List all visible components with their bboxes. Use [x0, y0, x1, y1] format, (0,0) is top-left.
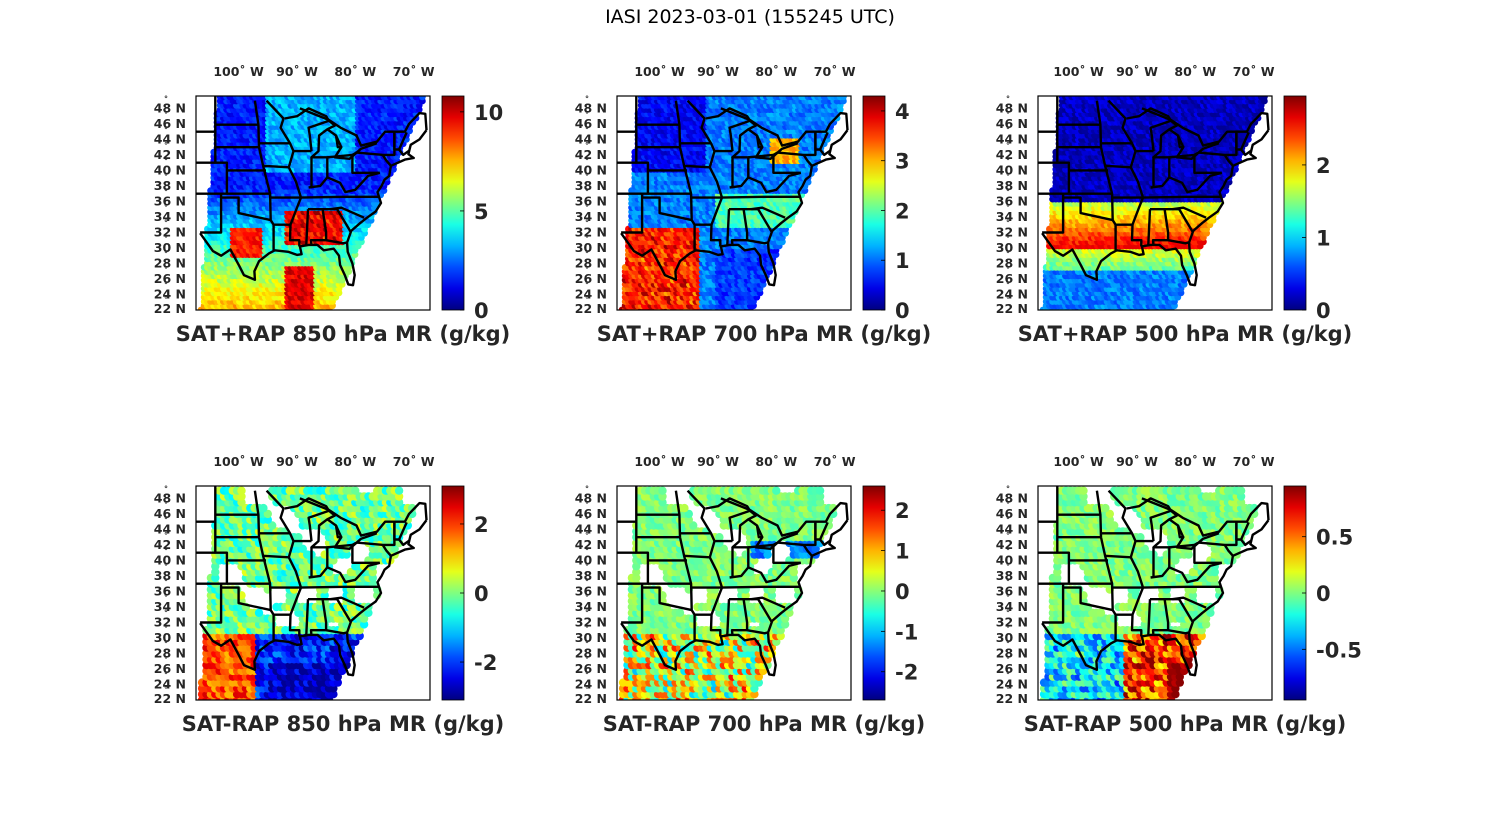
map-frame — [195, 95, 431, 311]
colorbar-tick-label: 10 — [474, 101, 503, 125]
panel-title: SAT+RAP 850 hPa MR (g/kg) — [176, 322, 510, 346]
degree-symbol: ° — [164, 156, 168, 165]
border-line — [305, 209, 310, 245]
degree-symbol: ° — [164, 187, 168, 196]
degree-symbol: ° — [164, 172, 168, 181]
border-line — [270, 195, 380, 199]
border-line — [325, 239, 347, 245]
data-point — [419, 96, 426, 101]
panel-top-left: 100˚ W 90˚ W 80˚ W 70˚ W48 N°46 N°44 N°42 N… — [154, 64, 510, 346]
colorbar-tick-label: 5 — [474, 200, 489, 224]
lat-tick-label: 48 N — [154, 100, 186, 115]
degree-symbol: ° — [164, 281, 168, 290]
degree-symbol: ° — [164, 141, 168, 150]
degree-symbol: ° — [164, 203, 168, 212]
border-line — [299, 107, 428, 147]
panel-top-middle: 100˚ W 90˚ W 80˚ W 70˚ W48 N°46 N°44 N°42 N… — [575, 64, 931, 346]
lat-tick-label: 46 N — [154, 116, 186, 131]
degree-symbol: ° — [164, 265, 168, 274]
state-borders — [196, 96, 428, 287]
figure-title: IASI 2023-03-01 (155245 UTC) — [605, 6, 895, 28]
degree-symbol: ° — [164, 110, 168, 119]
data-field — [618, 96, 847, 310]
lat-tick-label: 26 N — [154, 271, 186, 286]
border-line — [393, 131, 408, 151]
lat-tick-label: 44 N — [154, 131, 186, 146]
lon-tick-label: 100˚ W — [213, 64, 264, 79]
lat-tick-label: 22 N — [154, 301, 186, 316]
degree-symbol: ° — [164, 250, 168, 259]
degree-symbol: ° — [164, 295, 168, 304]
lon-tick-label: 80˚ W — [334, 64, 376, 79]
border-line — [310, 119, 337, 159]
degree-symbol: ° — [164, 234, 168, 243]
data-field — [197, 96, 426, 310]
border-line — [263, 164, 289, 169]
border-line — [221, 196, 271, 222]
lon-tick-label: 70˚ W — [393, 64, 435, 79]
border-line — [308, 171, 381, 194]
border-line — [334, 135, 343, 148]
border-line — [330, 206, 365, 219]
border-line — [253, 100, 275, 251]
lat-tick-label: 30 N — [154, 240, 186, 255]
colorbar-tick-label: 0 — [474, 299, 489, 323]
lat-tick-label: 42 N — [154, 147, 186, 162]
border-line — [200, 96, 229, 234]
colorbar — [441, 95, 465, 311]
degree-symbol: ° — [164, 219, 168, 228]
lon-tick-label: 90˚ W — [276, 64, 318, 79]
degree-symbol: ° — [164, 94, 168, 103]
lat-tick-label: 34 N — [154, 209, 186, 224]
border-line — [327, 153, 380, 174]
border-line — [199, 129, 428, 287]
border-line — [265, 99, 303, 247]
border-line — [336, 208, 352, 233]
lat-tick-label: 36 N — [154, 193, 186, 208]
border-line — [398, 148, 411, 157]
border-line — [381, 154, 392, 167]
degree-symbol: ° — [164, 125, 168, 134]
lat-tick-label: 24 N — [154, 287, 186, 302]
lat-tick-label: 40 N — [154, 162, 186, 177]
lat-tick-label: 32 N — [154, 225, 186, 240]
lat-tick-label: 28 N — [154, 256, 186, 271]
lat-tick-label: 38 N — [154, 178, 186, 193]
